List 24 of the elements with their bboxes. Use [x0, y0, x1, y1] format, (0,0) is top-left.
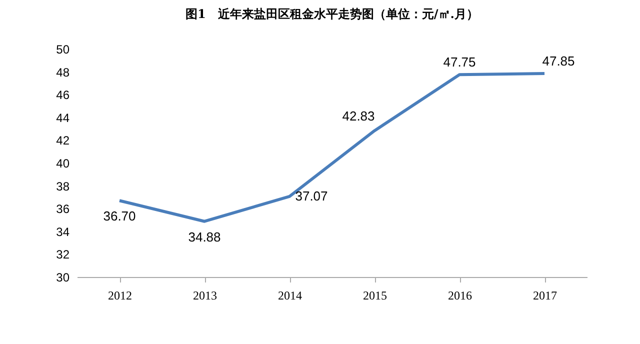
- y-tick-label: 42: [56, 134, 70, 148]
- y-tick-label: 30: [56, 270, 70, 284]
- data-label: 34.88: [188, 229, 221, 244]
- data-label: 42.83: [342, 108, 375, 124]
- x-tick-label: 2012: [108, 288, 132, 302]
- y-tick-label: 40: [56, 156, 70, 170]
- y-tick-label: 34: [56, 224, 70, 239]
- x-tick-label: 2017: [533, 288, 557, 302]
- y-tick-label: 46: [56, 88, 70, 102]
- data-label: 47.75: [443, 54, 476, 70]
- data-label: 36.70: [103, 208, 136, 224]
- y-tick-label: 50: [56, 42, 70, 56]
- y-tick-label: 48: [56, 65, 70, 80]
- x-tick-label: 2016: [448, 288, 472, 302]
- chart-title: 图1 近年来盐田区租金水平走势图（单位：元/㎡.月）: [186, 7, 478, 21]
- x-tick-label: 2013: [193, 288, 217, 302]
- x-tick-label: 2015: [363, 288, 387, 302]
- y-tick-label: 38: [56, 179, 70, 194]
- y-tick-label: 44: [56, 110, 70, 125]
- data-label: 47.85: [542, 54, 575, 69]
- y-tick-label: 32: [56, 248, 70, 262]
- data-label: 37.07: [295, 188, 328, 204]
- x-tick-label: 2014: [278, 288, 302, 302]
- y-tick-label: 36: [56, 202, 70, 216]
